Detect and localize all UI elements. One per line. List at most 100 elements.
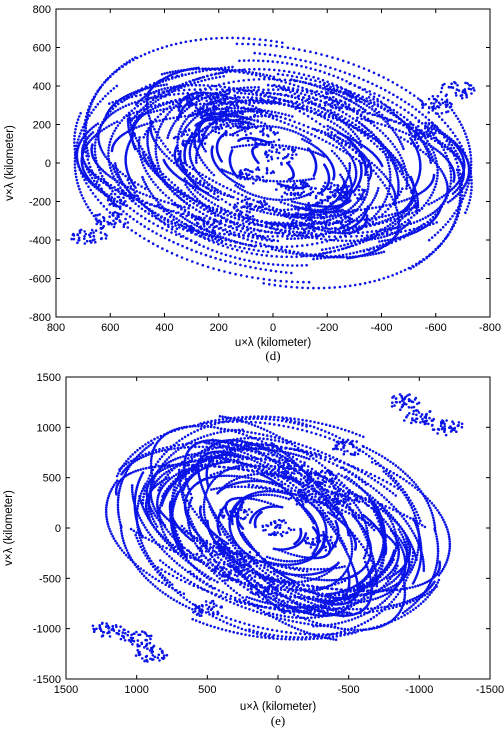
uv-point — [402, 162, 406, 165]
uv-point — [384, 120, 388, 123]
uv-point — [385, 155, 388, 159]
uv-point — [374, 172, 378, 175]
uv-point — [306, 131, 310, 134]
uv-point — [250, 252, 254, 255]
uv-point — [391, 128, 395, 132]
uv-point — [355, 243, 358, 246]
uv-point — [336, 85, 340, 89]
uv-point — [467, 201, 471, 205]
uv-point — [401, 172, 405, 175]
uv-point — [200, 96, 204, 100]
uv-point — [267, 244, 271, 248]
uv-point — [130, 109, 134, 112]
uv-point — [334, 237, 338, 240]
uv-point — [172, 209, 175, 213]
uv-point — [124, 160, 127, 163]
uv-point — [295, 79, 299, 83]
uv-point — [266, 250, 270, 254]
uv-point — [167, 196, 170, 200]
uv-point — [256, 115, 260, 118]
uv-point — [221, 236, 225, 239]
uv-point — [413, 204, 416, 207]
uv-point — [324, 133, 327, 136]
uv-point — [206, 74, 209, 78]
uv-point — [177, 219, 181, 222]
uv-point — [313, 98, 317, 101]
uv-point — [346, 169, 349, 173]
uv-point — [347, 125, 351, 129]
uv-point — [143, 166, 146, 170]
uv-point — [354, 166, 357, 169]
uv-point — [265, 74, 269, 77]
uv-point — [287, 123, 290, 126]
uv-point — [73, 131, 77, 134]
uv-point — [385, 234, 389, 237]
uv-point — [275, 180, 279, 183]
uv-point — [389, 181, 392, 185]
uv-point — [294, 146, 298, 149]
uv-point — [172, 122, 176, 125]
uv-point — [378, 207, 382, 211]
uv-point — [198, 210, 201, 214]
uv-point — [368, 135, 372, 138]
uv-point — [146, 172, 149, 175]
uv-point — [227, 66, 230, 69]
uv-point — [170, 251, 174, 255]
uv-point — [249, 192, 252, 195]
uv-point — [312, 257, 315, 261]
uv-point — [442, 194, 446, 197]
uv-point — [85, 182, 88, 185]
uv-point — [302, 104, 305, 107]
uv-point — [216, 213, 220, 216]
uv-point — [327, 83, 331, 86]
uv-point — [257, 101, 260, 105]
uv-point — [242, 59, 246, 62]
uv-point — [387, 161, 390, 165]
uv-point — [372, 95, 376, 99]
uv-point — [386, 122, 390, 125]
uv-point — [285, 62, 289, 65]
uv-point — [430, 193, 433, 197]
uv-point — [183, 120, 186, 123]
uv-point — [127, 111, 131, 115]
uv-point — [378, 147, 382, 151]
uv-point — [366, 165, 370, 169]
uv-point — [454, 134, 457, 138]
uv-point — [164, 145, 167, 148]
uv-point — [165, 102, 168, 105]
uv-point — [467, 141, 470, 145]
uv-point — [252, 227, 256, 231]
uv-point — [175, 163, 179, 167]
uv-point — [354, 225, 358, 229]
uv-point — [267, 208, 271, 211]
uv-point — [292, 71, 296, 74]
uv-point — [97, 177, 100, 181]
uv-point — [259, 124, 263, 128]
uv-point — [151, 194, 155, 198]
uv-point — [325, 251, 329, 254]
uv-point — [323, 116, 327, 120]
uv-point — [168, 88, 172, 92]
uv-point — [383, 239, 387, 242]
uv-point — [110, 186, 114, 190]
uv-point — [118, 121, 122, 125]
uv-point — [327, 134, 330, 138]
uv-point — [229, 225, 233, 228]
uv-point — [386, 224, 390, 228]
uv-point — [195, 154, 198, 157]
uv-point — [307, 231, 310, 235]
uv-point — [159, 199, 163, 202]
uv-point — [298, 127, 302, 131]
uv-point — [160, 93, 163, 96]
uv-point — [376, 114, 379, 118]
uv-point — [367, 176, 370, 180]
uv-point — [171, 202, 174, 206]
uv-point — [463, 194, 466, 197]
uv-point — [323, 113, 327, 117]
uv-point — [133, 181, 137, 184]
uv-point — [233, 212, 237, 216]
uv-point — [145, 194, 148, 197]
uv-point — [468, 168, 472, 172]
uv-point — [158, 136, 161, 139]
uv-point — [290, 204, 294, 207]
